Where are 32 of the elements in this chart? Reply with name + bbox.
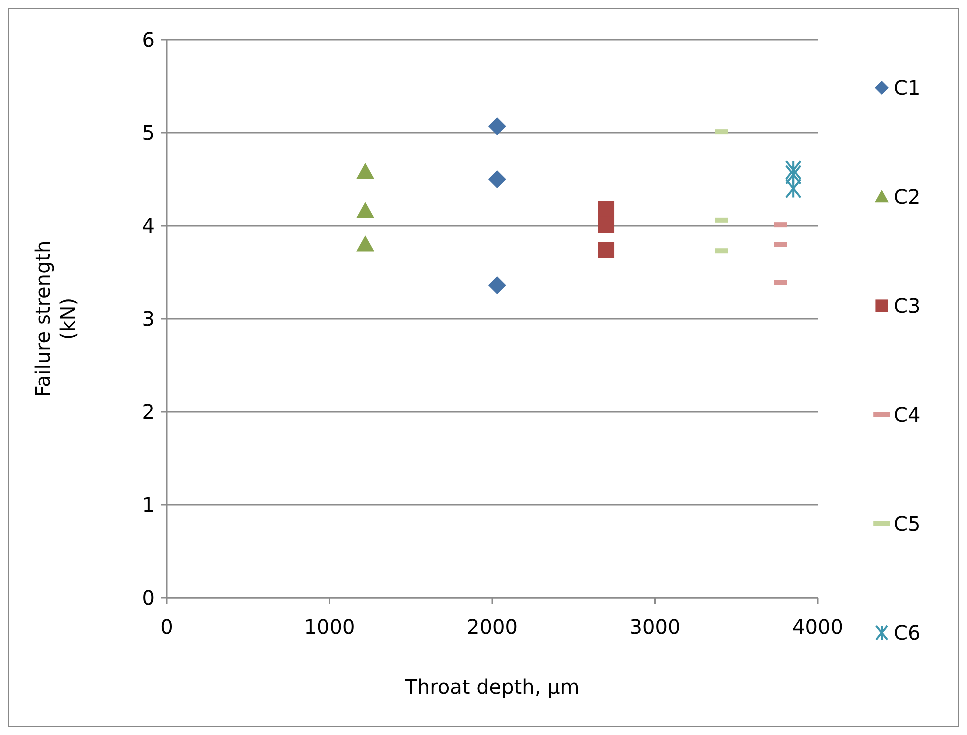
point — [598, 216, 615, 234]
point — [356, 202, 375, 218]
x-tick-label: 1000 — [304, 615, 356, 639]
x-tick-label: 0 — [160, 615, 174, 639]
point — [488, 276, 506, 295]
x-tick-label: 4000 — [792, 615, 844, 639]
legend-label: C3 — [894, 294, 921, 318]
y-axis-title: Failure strength (kN) — [31, 240, 80, 398]
point — [598, 242, 615, 258]
point — [785, 178, 802, 199]
y-tick-label: 1 — [142, 493, 155, 517]
y-tick-label: 2 — [142, 400, 155, 424]
y-tick-label: 0 — [142, 586, 155, 610]
point — [356, 163, 375, 180]
point — [356, 236, 375, 252]
point — [785, 164, 802, 185]
legend-label: C1 — [894, 76, 921, 100]
point — [785, 160, 802, 180]
x-tick-label: 2000 — [467, 615, 518, 639]
x-axis-title: Throat depth, µm — [404, 675, 580, 699]
y-tick-label: 4 — [142, 214, 155, 238]
y-tick-label: 5 — [142, 121, 155, 145]
legend-label: C2 — [894, 185, 921, 209]
point — [488, 117, 506, 136]
legend-label: C4 — [894, 403, 921, 427]
x-tick-label: 3000 — [630, 615, 681, 639]
point — [488, 170, 506, 188]
legend-label: C6 — [894, 621, 921, 645]
y-tick-label: 3 — [142, 307, 155, 331]
legend-label: C5 — [894, 512, 921, 536]
y-tick-label: 6 — [142, 28, 155, 52]
point — [598, 201, 615, 218]
